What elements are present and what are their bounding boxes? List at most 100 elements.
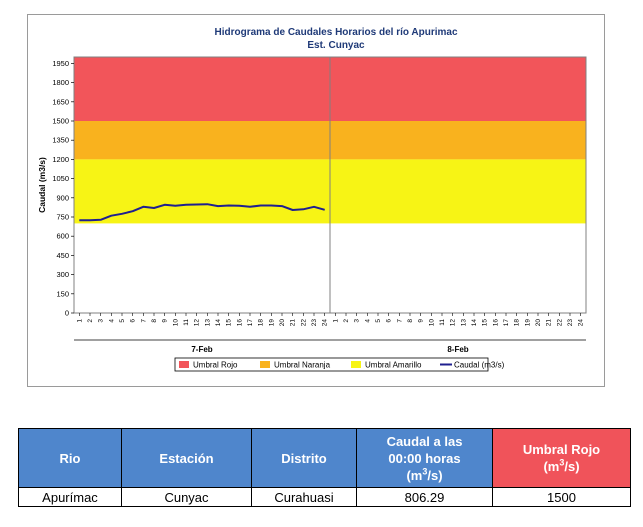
- x-tick-label: 20: [535, 319, 542, 327]
- x-tick-label: 8: [151, 319, 158, 323]
- legend-label-3: Caudal (m3/s): [454, 361, 505, 370]
- x-tick-label: 10: [428, 319, 435, 327]
- y-tick-label-12: 1800: [52, 78, 69, 87]
- legend-swatch-1: [260, 361, 270, 368]
- header-umbral-unit-end: /s): [564, 459, 580, 474]
- x-tick-label: 7: [140, 319, 147, 323]
- x-tick-label: 4: [364, 319, 371, 323]
- x-tick-label: 15: [226, 319, 233, 327]
- legend-swatch-2: [351, 361, 361, 368]
- header-caudal-line1: Caudal a las: [386, 433, 463, 449]
- cell-estacion: Cunyac: [121, 487, 252, 507]
- y-tick-label-6: 900: [56, 193, 69, 202]
- x-tick-label: 16: [492, 319, 499, 327]
- y-axis-label: Caudal (m3/s): [37, 157, 47, 213]
- x-tick-label: 16: [236, 319, 243, 327]
- y-tick-label-1: 150: [56, 289, 69, 298]
- cell-umbral: 1500: [492, 487, 631, 507]
- y-tick-label-10: 1500: [52, 117, 69, 126]
- y-tick-label-8: 1200: [52, 155, 69, 164]
- header-rio: Rio: [18, 428, 122, 488]
- cell-distrito: Curahuasi: [251, 487, 357, 507]
- header-umbral-line1: Umbral Rojo: [522, 442, 601, 457]
- x-tick-label: 7: [396, 319, 403, 323]
- x-tick-label: 3: [98, 319, 105, 323]
- x-tick-label: 24: [578, 319, 585, 327]
- hydrograph-chart: Hidrograma de Caudales Horarios del río …: [37, 27, 587, 372]
- header-caudal-line2: 00:00 horas: [388, 450, 461, 466]
- x-tick-label: 19: [268, 319, 275, 327]
- x-tick-label: 9: [418, 319, 425, 323]
- x-tick-label: 13: [204, 319, 211, 327]
- x-tick-label: 2: [87, 319, 94, 323]
- x-tick-label: 21: [546, 319, 553, 327]
- x-tick-label: 20: [279, 319, 286, 327]
- series-line-0: [79, 203, 325, 222]
- x-tick-label: 1: [332, 319, 339, 323]
- x-tick-label: 17: [247, 319, 254, 327]
- chart-frame: Hidrograma de Caudales Horarios del río …: [27, 14, 605, 387]
- y-tick-label-7: 1050: [52, 174, 69, 183]
- x-tick-label: 17: [503, 319, 510, 327]
- header-umbral-unit: (m: [543, 459, 560, 474]
- x-tick-label: 22: [556, 319, 563, 327]
- x-tick-label: 12: [450, 319, 457, 327]
- x-tick-label: 3: [354, 319, 361, 323]
- x-tick-label: 24: [322, 319, 329, 327]
- x-tick-label: 5: [119, 319, 126, 323]
- y-tick-label-2: 300: [56, 270, 69, 279]
- legend-swatch-0: [179, 361, 189, 368]
- table-header-row: Rio Estación Distrito Caudal a las 00:00…: [18, 428, 631, 488]
- x-tick-label: 5: [375, 319, 382, 323]
- y-tick-label-13: 1950: [52, 59, 69, 68]
- x-group-label-1: 8-Feb: [447, 345, 468, 354]
- x-tick-label: 13: [460, 319, 467, 327]
- x-tick-label: 15: [482, 319, 489, 327]
- header-caudal: Caudal a las 00:00 horas (m3/s): [356, 428, 493, 488]
- header-caudal-unit-sup: 3: [422, 466, 428, 477]
- chart-title: Hidrograma de Caudales Horarios del río …: [214, 27, 457, 38]
- legend-label-2: Umbral Amarillo: [365, 361, 422, 370]
- y-tick-label-4: 600: [56, 232, 69, 241]
- x-tick-label: 21: [290, 319, 297, 327]
- x-tick-label: 6: [386, 319, 393, 323]
- x-tick-label: 18: [514, 319, 521, 327]
- x-tick-label: 19: [524, 319, 531, 327]
- x-tick-label: 2: [343, 319, 350, 323]
- cell-rio: Apurímac: [18, 487, 122, 507]
- x-tick-label: 14: [215, 319, 222, 327]
- legend-label-1: Umbral Naranja: [274, 361, 331, 370]
- x-tick-label: 10: [172, 319, 179, 327]
- x-group-label-0: 7-Feb: [191, 345, 212, 354]
- y-tick-label-5: 750: [56, 213, 69, 222]
- y-tick-label-11: 1650: [52, 97, 69, 106]
- x-tick-label: 1: [76, 319, 83, 323]
- header-distrito: Distrito: [251, 428, 357, 488]
- x-tick-label: 23: [567, 319, 574, 327]
- y-tick-label-3: 450: [56, 251, 69, 260]
- table-row: Apurímac Cunyac Curahuasi 806.29 1500: [18, 487, 631, 507]
- x-tick-label: 4: [108, 319, 115, 323]
- x-tick-label: 8: [407, 319, 414, 323]
- y-tick-label-0: 0: [65, 309, 69, 318]
- header-umbral-rojo: Umbral Rojo (m3/s): [492, 428, 631, 488]
- x-tick-label: 22: [300, 319, 307, 327]
- x-tick-label: 9: [162, 319, 169, 323]
- chart-subtitle: Est. Cunyac: [307, 40, 365, 51]
- station-table: Rio Estación Distrito Caudal a las 00:00…: [18, 428, 631, 507]
- x-tick-label: 11: [439, 319, 446, 326]
- header-caudal-unit: (m: [406, 467, 423, 483]
- header-estacion: Estación: [121, 428, 252, 488]
- x-tick-label: 23: [311, 319, 318, 327]
- header-caudal-unit-end: /s): [427, 467, 443, 483]
- y-tick-label-9: 1350: [52, 136, 69, 145]
- x-tick-label: 12: [194, 319, 201, 327]
- x-tick-label: 18: [258, 319, 265, 327]
- x-tick-label: 14: [471, 319, 478, 327]
- header-umbral-unit-sup: 3: [559, 457, 565, 468]
- x-tick-label: 6: [130, 319, 137, 323]
- x-tick-label: 11: [183, 319, 190, 326]
- cell-caudal: 806.29: [356, 487, 493, 507]
- legend-label-0: Umbral Rojo: [193, 361, 238, 370]
- legend-box: [174, 357, 489, 372]
